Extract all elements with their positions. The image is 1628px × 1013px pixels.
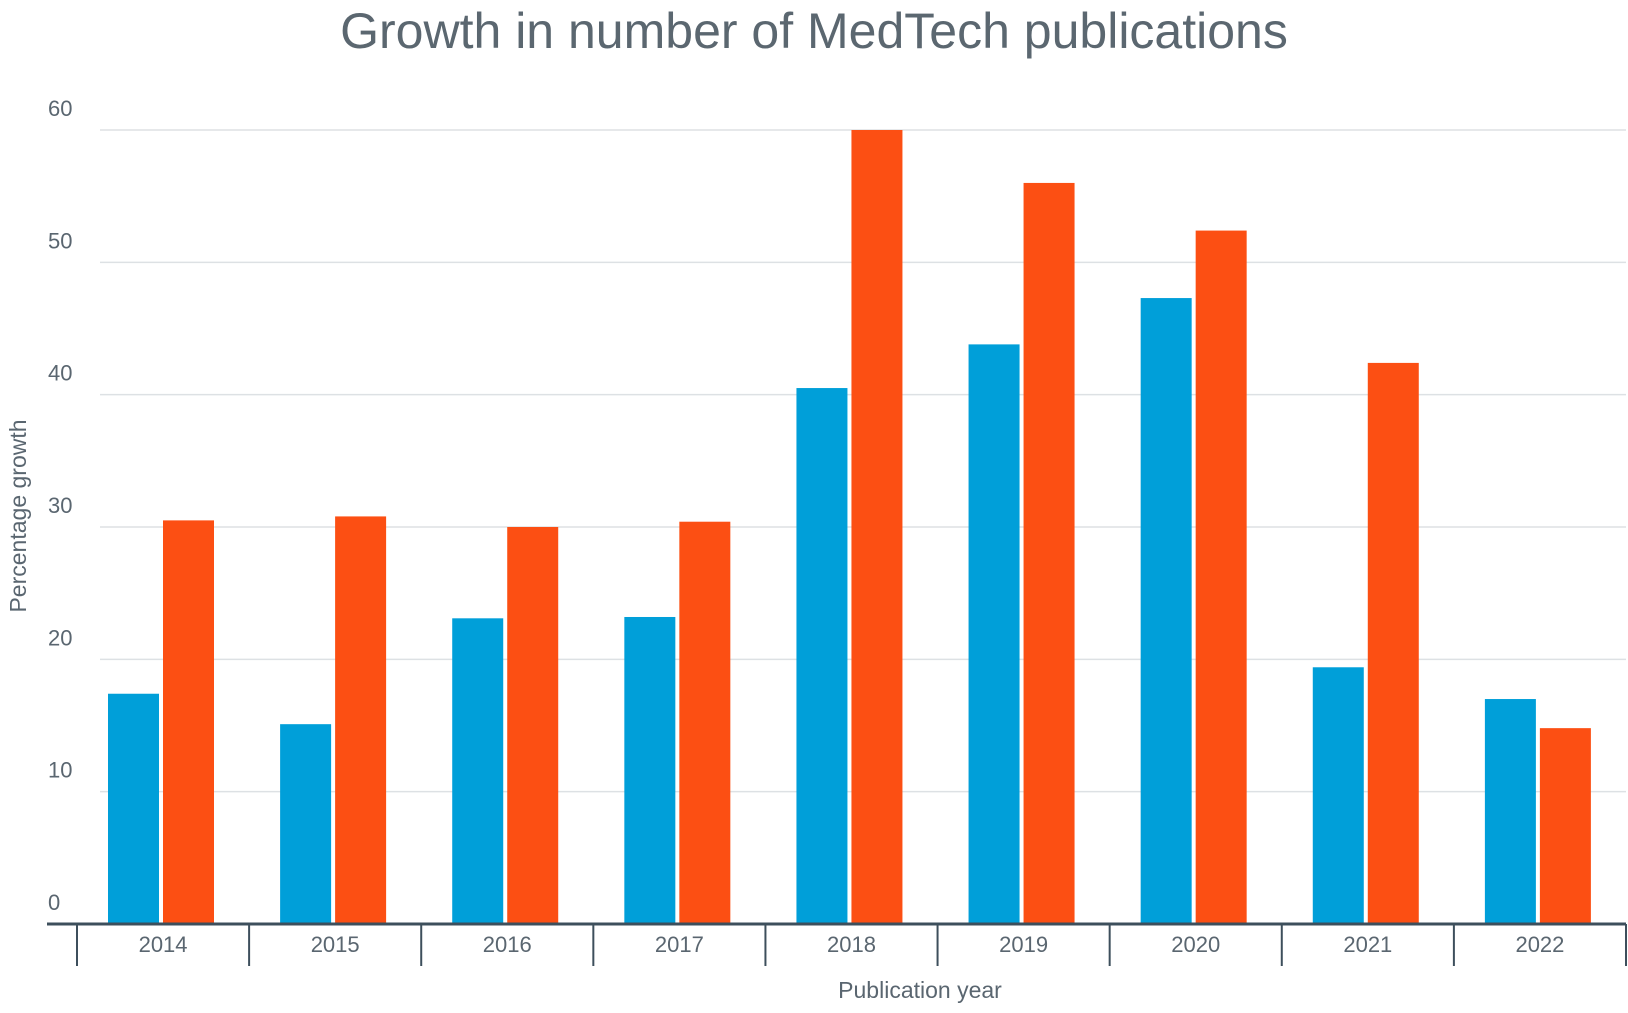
bar — [968, 344, 1020, 924]
bar — [679, 521, 731, 924]
x-tick-label: 2018 — [827, 932, 876, 957]
bar — [452, 618, 504, 924]
bar — [335, 516, 387, 924]
bar — [1539, 728, 1591, 924]
x-tick-label: 2014 — [139, 932, 188, 957]
bar — [1023, 182, 1075, 924]
y-tick-label: 20 — [48, 625, 72, 650]
bar — [108, 693, 159, 924]
y-tick-label: 10 — [48, 758, 72, 783]
bar — [163, 520, 214, 924]
x-tick-label: 2019 — [999, 932, 1048, 957]
bar — [624, 616, 676, 924]
bar — [1195, 230, 1247, 924]
bar — [796, 388, 848, 924]
bar — [1312, 667, 1364, 924]
y-tick-label: 50 — [48, 228, 72, 253]
y-tick-label: 60 — [48, 96, 72, 121]
bar — [1367, 362, 1419, 924]
chart-title: Growth in number of MedTech publications — [340, 3, 1288, 59]
x-axis-title: Publication year — [838, 977, 1002, 1003]
bar — [1484, 699, 1536, 924]
bar — [280, 724, 332, 924]
bar — [851, 130, 903, 924]
y-tick-label: 0 — [48, 890, 60, 915]
y-axis-title: Percentage growth — [5, 419, 31, 612]
x-tick-label: 2021 — [1343, 932, 1392, 957]
y-tick-label: 30 — [48, 493, 72, 518]
x-tick-label: 2020 — [1171, 932, 1220, 957]
x-tick-label: 2022 — [1515, 932, 1564, 957]
x-tick-label: 2015 — [311, 932, 360, 957]
bar — [507, 527, 559, 924]
x-tick-label: 2016 — [483, 932, 532, 957]
x-tick-label: 2017 — [655, 932, 704, 957]
y-tick-label: 40 — [48, 361, 72, 386]
bar — [1140, 298, 1192, 924]
